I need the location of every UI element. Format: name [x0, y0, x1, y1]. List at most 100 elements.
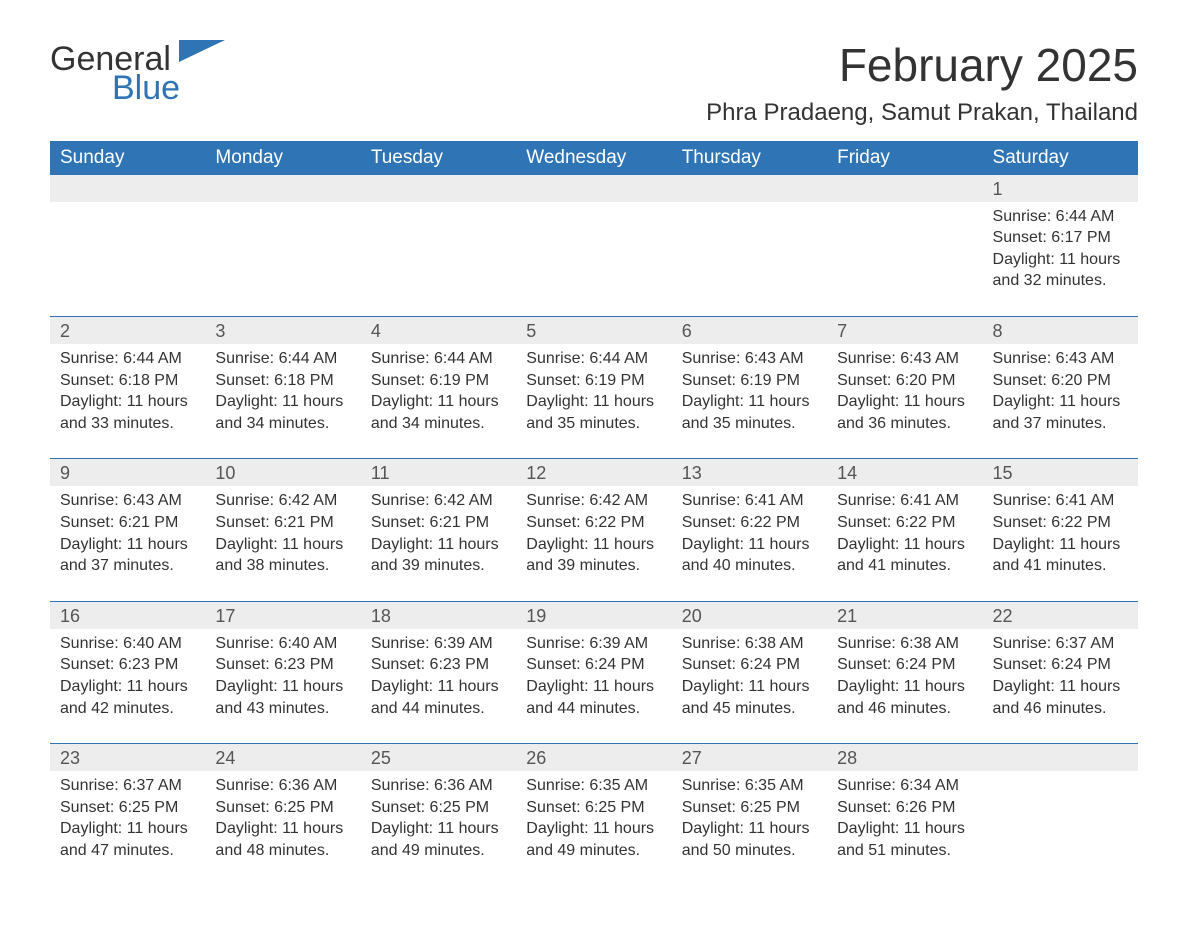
day-detail-row: Sunrise: 6:43 AMSunset: 6:21 PMDaylight:… — [50, 486, 1138, 600]
sunset-line: Sunset: 6:24 PM — [837, 654, 972, 676]
day-number-row: 9101112131415 — [50, 459, 1138, 486]
dow-header: Tuesday — [361, 141, 516, 175]
sunset-line: Sunset: 6:22 PM — [682, 512, 817, 534]
day-detail-cell — [205, 202, 360, 316]
month-title: February 2025 — [706, 40, 1138, 91]
sunset-line: Sunset: 6:23 PM — [371, 654, 506, 676]
day-number-cell: 23 — [50, 744, 205, 771]
daylight-line1: Daylight: 11 hours — [682, 391, 817, 413]
day-number-cell: 14 — [827, 459, 982, 486]
sunrise-line: Sunrise: 6:44 AM — [526, 348, 661, 370]
day-detail-cell: Sunrise: 6:41 AMSunset: 6:22 PMDaylight:… — [827, 486, 982, 600]
daylight-line1: Daylight: 11 hours — [371, 676, 506, 698]
sunrise-line: Sunrise: 6:35 AM — [526, 775, 661, 797]
day-detail-cell: Sunrise: 6:35 AMSunset: 6:25 PMDaylight:… — [516, 771, 671, 885]
daylight-line2: and 46 minutes. — [993, 698, 1128, 720]
daylight-line1: Daylight: 11 hours — [371, 534, 506, 556]
day-detail-cell: Sunrise: 6:35 AMSunset: 6:25 PMDaylight:… — [672, 771, 827, 885]
day-detail-cell: Sunrise: 6:38 AMSunset: 6:24 PMDaylight:… — [827, 629, 982, 743]
sunrise-line: Sunrise: 6:34 AM — [837, 775, 972, 797]
sunrise-line: Sunrise: 6:41 AM — [993, 490, 1128, 512]
day-detail-cell — [361, 202, 516, 316]
day-number-cell: 20 — [672, 602, 827, 629]
daylight-line2: and 40 minutes. — [682, 555, 817, 577]
day-detail-cell: Sunrise: 6:44 AMSunset: 6:18 PMDaylight:… — [205, 344, 360, 458]
daylight-line2: and 44 minutes. — [526, 698, 661, 720]
daylight-line1: Daylight: 11 hours — [371, 818, 506, 840]
day-detail-cell: Sunrise: 6:39 AMSunset: 6:24 PMDaylight:… — [516, 629, 671, 743]
day-detail-cell — [827, 202, 982, 316]
day-number-cell: 22 — [983, 602, 1138, 629]
sunrise-line: Sunrise: 6:39 AM — [371, 633, 506, 655]
day-number-cell — [983, 744, 1138, 771]
daylight-line2: and 38 minutes. — [215, 555, 350, 577]
daylight-line2: and 43 minutes. — [215, 698, 350, 720]
daylight-line1: Daylight: 11 hours — [371, 391, 506, 413]
day-number-cell: 8 — [983, 317, 1138, 344]
day-number-cell: 28 — [827, 744, 982, 771]
day-number-cell: 27 — [672, 744, 827, 771]
sunset-line: Sunset: 6:20 PM — [837, 370, 972, 392]
daylight-line1: Daylight: 11 hours — [526, 818, 661, 840]
sunset-line: Sunset: 6:20 PM — [993, 370, 1128, 392]
day-number-cell: 21 — [827, 602, 982, 629]
day-detail-cell: Sunrise: 6:42 AMSunset: 6:21 PMDaylight:… — [205, 486, 360, 600]
daylight-line2: and 34 minutes. — [371, 413, 506, 435]
sunrise-line: Sunrise: 6:44 AM — [993, 206, 1128, 228]
sunrise-line: Sunrise: 6:41 AM — [837, 490, 972, 512]
daylight-line1: Daylight: 11 hours — [837, 676, 972, 698]
day-detail-cell: Sunrise: 6:43 AMSunset: 6:21 PMDaylight:… — [50, 486, 205, 600]
sunrise-line: Sunrise: 6:43 AM — [837, 348, 972, 370]
sunset-line: Sunset: 6:18 PM — [215, 370, 350, 392]
day-number-cell: 24 — [205, 744, 360, 771]
day-detail-cell: Sunrise: 6:44 AMSunset: 6:19 PMDaylight:… — [516, 344, 671, 458]
day-detail-cell: Sunrise: 6:44 AMSunset: 6:18 PMDaylight:… — [50, 344, 205, 458]
sunrise-line: Sunrise: 6:40 AM — [215, 633, 350, 655]
day-detail-cell: Sunrise: 6:39 AMSunset: 6:23 PMDaylight:… — [361, 629, 516, 743]
daylight-line2: and 39 minutes. — [371, 555, 506, 577]
day-detail-cell: Sunrise: 6:44 AMSunset: 6:19 PMDaylight:… — [361, 344, 516, 458]
sunrise-line: Sunrise: 6:36 AM — [215, 775, 350, 797]
sunset-line: Sunset: 6:22 PM — [993, 512, 1128, 534]
day-number-cell: 16 — [50, 602, 205, 629]
calendar-table: SundayMondayTuesdayWednesdayThursdayFrid… — [50, 141, 1138, 886]
dow-header: Monday — [205, 141, 360, 175]
daylight-line2: and 51 minutes. — [837, 840, 972, 862]
daylight-line2: and 49 minutes. — [371, 840, 506, 862]
daylight-line1: Daylight: 11 hours — [682, 676, 817, 698]
daylight-line1: Daylight: 11 hours — [215, 391, 350, 413]
sunrise-line: Sunrise: 6:38 AM — [837, 633, 972, 655]
day-detail-cell: Sunrise: 6:41 AMSunset: 6:22 PMDaylight:… — [983, 486, 1138, 600]
day-detail-cell: Sunrise: 6:42 AMSunset: 6:22 PMDaylight:… — [516, 486, 671, 600]
day-detail-row: Sunrise: 6:37 AMSunset: 6:25 PMDaylight:… — [50, 771, 1138, 885]
day-number-cell: 15 — [983, 459, 1138, 486]
header: General Blue February 2025 Phra Pradaeng… — [50, 40, 1138, 141]
sunrise-line: Sunrise: 6:42 AM — [526, 490, 661, 512]
day-number-cell: 6 — [672, 317, 827, 344]
sunrise-line: Sunrise: 6:37 AM — [993, 633, 1128, 655]
day-detail-cell: Sunrise: 6:43 AMSunset: 6:20 PMDaylight:… — [983, 344, 1138, 458]
daylight-line2: and 41 minutes. — [837, 555, 972, 577]
sunrise-line: Sunrise: 6:36 AM — [371, 775, 506, 797]
day-detail-cell: Sunrise: 6:44 AMSunset: 6:17 PMDaylight:… — [983, 202, 1138, 316]
day-number-row: 232425262728 — [50, 744, 1138, 771]
daylight-line1: Daylight: 11 hours — [837, 391, 972, 413]
sunset-line: Sunset: 6:19 PM — [371, 370, 506, 392]
daylight-line2: and 44 minutes. — [371, 698, 506, 720]
sunset-line: Sunset: 6:23 PM — [215, 654, 350, 676]
day-number-cell: 18 — [361, 602, 516, 629]
daylight-line1: Daylight: 11 hours — [993, 249, 1128, 271]
sunset-line: Sunset: 6:22 PM — [837, 512, 972, 534]
daylight-line1: Daylight: 11 hours — [682, 818, 817, 840]
day-number-cell — [361, 175, 516, 202]
daylight-line1: Daylight: 11 hours — [526, 391, 661, 413]
day-detail-row: Sunrise: 6:44 AMSunset: 6:17 PMDaylight:… — [50, 202, 1138, 316]
location-subtitle: Phra Pradaeng, Samut Prakan, Thailand — [706, 99, 1138, 127]
day-detail-cell — [50, 202, 205, 316]
dow-header: Friday — [827, 141, 982, 175]
sunset-line: Sunset: 6:21 PM — [60, 512, 195, 534]
day-number-cell — [672, 175, 827, 202]
daylight-line2: and 34 minutes. — [215, 413, 350, 435]
day-detail-cell: Sunrise: 6:36 AMSunset: 6:25 PMDaylight:… — [361, 771, 516, 885]
sunrise-line: Sunrise: 6:44 AM — [215, 348, 350, 370]
